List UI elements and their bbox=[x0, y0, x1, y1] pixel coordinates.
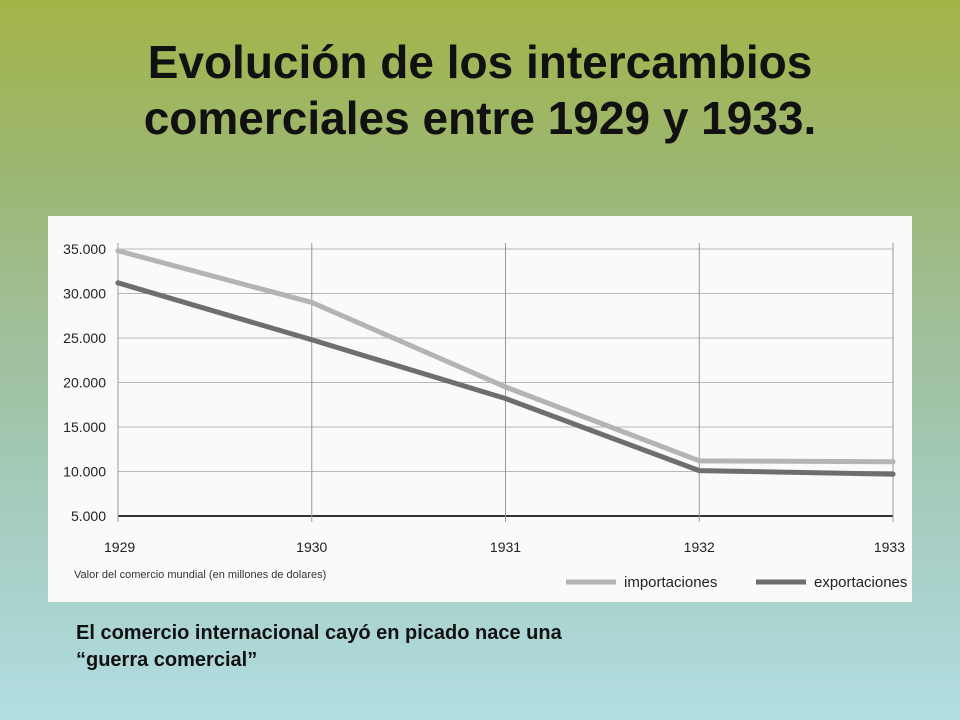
trade-line-chart: 35.000 30.000 25.000 20.000 15.000 10.000 5.00… bbox=[63, 241, 907, 591]
slide-caption: El comercio internacional cayó en picado… bbox=[76, 620, 876, 674]
chart-grid bbox=[117, 243, 894, 522]
x-tick-label: 1929 bbox=[104, 539, 135, 555]
y-tick-label: 35.000 bbox=[63, 241, 106, 257]
y-axis-ticks: 35.000 30.000 25.000 20.000 15.000 10.000 5.00… bbox=[63, 241, 106, 524]
x-axis-ticks: 1929 1930 1931 1932 1933 bbox=[104, 539, 905, 555]
x-tick-label: 1931 bbox=[490, 539, 521, 555]
data-point bbox=[890, 471, 896, 477]
slide-title: Evolución de los intercambios comerciale… bbox=[40, 34, 920, 146]
x-tick-label: 1933 bbox=[874, 539, 905, 555]
data-point bbox=[503, 396, 508, 402]
legend-label: importaciones bbox=[624, 574, 717, 591]
data-point bbox=[115, 248, 121, 254]
data-point bbox=[115, 280, 121, 286]
title-line-1: Evolución de los intercambios bbox=[147, 36, 813, 88]
data-point bbox=[696, 458, 702, 464]
data-point bbox=[309, 299, 315, 305]
x-tick-label: 1930 bbox=[296, 539, 327, 555]
data-point bbox=[890, 459, 896, 465]
x-tick-label: 1932 bbox=[684, 539, 715, 555]
chart-panel: 35.000 30.000 25.000 20.000 15.000 10.000 5.00… bbox=[48, 216, 912, 602]
data-point bbox=[309, 337, 315, 343]
title-line-2: comerciales entre 1929 y 1933. bbox=[143, 92, 817, 144]
y-tick-label: 5.000 bbox=[71, 508, 106, 524]
data-point bbox=[503, 384, 508, 390]
y-tick-label: 25.000 bbox=[63, 330, 106, 346]
y-tick-label: 20.000 bbox=[63, 375, 106, 391]
y-tick-label: 15.000 bbox=[63, 419, 106, 435]
caption-line-2: “guerra comercial” bbox=[76, 649, 258, 671]
legend-label: exportaciones bbox=[814, 574, 907, 591]
caption-line-1: El comercio internacional cayó en picado… bbox=[76, 622, 562, 644]
x-axis-note: Valor del comercio mundial (en millones … bbox=[74, 569, 326, 581]
chart-legend: importaciones exportaciones bbox=[566, 574, 907, 591]
data-point bbox=[696, 468, 702, 474]
y-tick-label: 10.000 bbox=[63, 464, 106, 480]
y-tick-label: 30.000 bbox=[63, 286, 106, 302]
chart-series bbox=[115, 248, 896, 477]
